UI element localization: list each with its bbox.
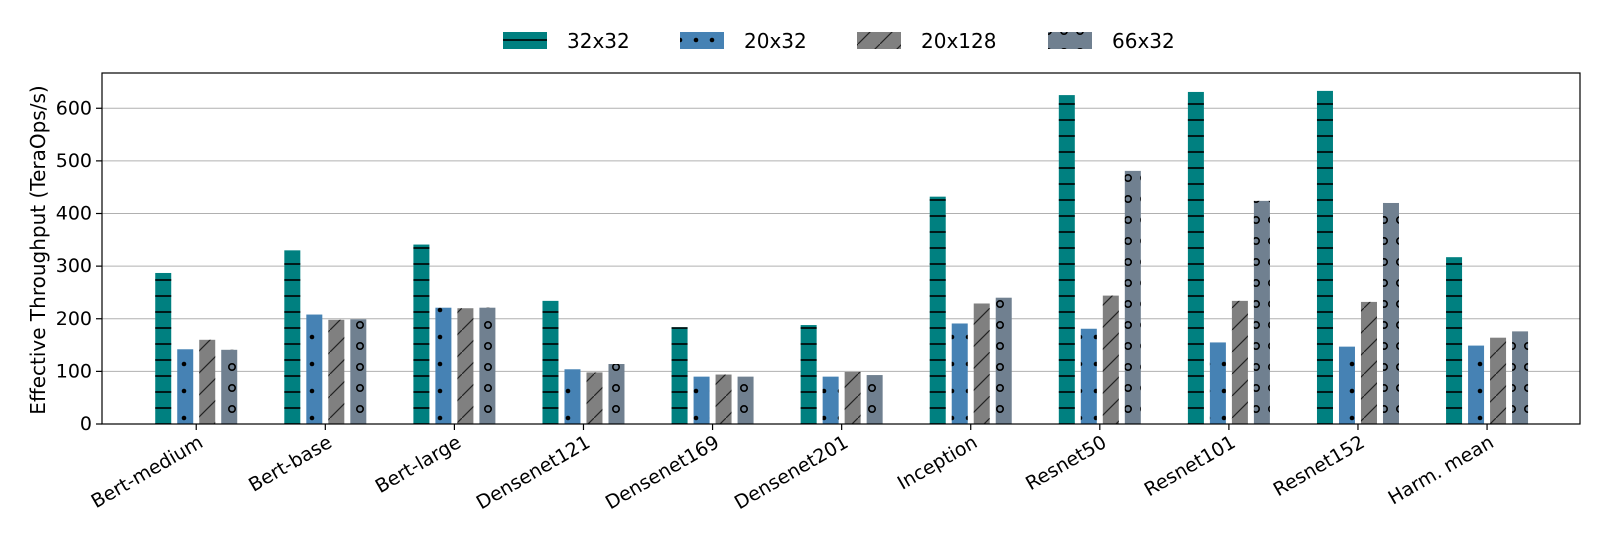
bar-hatch-20x128-bert-base [328, 319, 345, 424]
bar-hatch-20x128-bert-medium [199, 339, 216, 424]
bar-hatch-66x32-inception [995, 297, 1012, 424]
bar-hatch-66x32-bert-medium [221, 349, 238, 424]
bar-hatch-66x32-bert-base [350, 319, 367, 424]
bar-hatch-20x32-bert-base [306, 314, 323, 424]
bar-hatch-32x32-resnet152 [1316, 90, 1333, 424]
gridlines [102, 107, 1580, 372]
x-axis-ticks: Bert-medium Bert-base Bert-large Densenet12… [88, 424, 1498, 514]
y-tick-label: 200 [56, 308, 92, 330]
x-tick-label: Resnet101 [1141, 431, 1240, 501]
bar-hatch-20x32-densenet169 [693, 376, 710, 424]
bar-hatch-20x128-bert-large [457, 308, 474, 424]
bar-hatch-32x32-densenet201 [800, 325, 817, 424]
bar-hatch-32x32-bert-large [413, 244, 430, 424]
y-axis-ticks: 0 100 200 300 400 500 600 [56, 97, 102, 435]
bar-hatch-20x128-resnet50 [1102, 295, 1119, 424]
x-tick-label: Bert-large [372, 431, 465, 498]
legend-label-20x32: 20x32 [744, 29, 807, 53]
x-tick-label: Resnet152 [1270, 431, 1369, 501]
bar-hatch-20x128-harm-mean [1490, 337, 1507, 424]
legend-label-66x32: 66x32 [1112, 29, 1175, 53]
y-tick-label: 400 [56, 203, 92, 225]
bar-hatch-20x32-harm-mean [1468, 345, 1485, 424]
bar-hatch-20x128-densenet169 [715, 374, 732, 424]
bar-hatch-20x128-inception [973, 303, 990, 424]
x-tick-label: Harm. mean [1384, 431, 1497, 509]
bar-hatch-20x32-bert-large [435, 307, 452, 424]
bar-hatch-20x32-densenet201 [822, 376, 839, 424]
bar-hatch-66x32-densenet201 [866, 375, 883, 424]
bar-hatch-20x32-resnet101 [1209, 342, 1226, 424]
bar-hatch-20x32-bert-medium [177, 349, 194, 424]
bar-hatch-20x32-densenet121 [564, 369, 581, 424]
legend-swatch-hatch-20x128 [857, 32, 901, 49]
bar-hatch-32x32-harm-mean [1446, 257, 1463, 424]
x-tick-label: Resnet50 [1022, 431, 1110, 495]
bar-hatch-20x128-densenet121 [586, 372, 603, 424]
legend-swatch-hatch-20x32 [680, 32, 724, 49]
y-axis-title: Effective Throughput (TeraOps/s) [26, 85, 50, 414]
bar-hatch-20x32-inception [951, 323, 968, 424]
x-tick-label: Densenet201 [731, 431, 852, 514]
x-tick-label: Inception [894, 431, 981, 494]
legend: 32x32 20x32 20x128 66x32 [503, 29, 1175, 53]
legend-swatch-hatch-66x32 [1048, 32, 1092, 49]
bar-hatch-66x32-densenet169 [737, 376, 754, 424]
x-tick-label: Densenet121 [473, 431, 594, 514]
bar-hatch-66x32-resnet50 [1124, 170, 1141, 424]
bar-hatch-66x32-resnet152 [1382, 202, 1399, 424]
bar-hatch-20x32-resnet152 [1338, 346, 1355, 424]
bar-hatch-66x32-bert-large [479, 307, 496, 424]
x-tick-label: Bert-base [245, 431, 336, 496]
y-tick-label: 300 [56, 255, 92, 277]
bar-hatch-20x128-resnet152 [1360, 301, 1377, 424]
bar-hatch-20x128-densenet201 [844, 371, 861, 424]
legend-label-20x128: 20x128 [921, 29, 996, 53]
plot-frame [101, 72, 1581, 425]
y-tick-label: 600 [56, 97, 92, 119]
bar-hatch-32x32-inception [929, 196, 946, 424]
y-tick-label: 100 [56, 360, 92, 382]
bar-hatch-32x32-densenet121 [542, 300, 559, 424]
x-tick-label: Densenet169 [602, 431, 723, 514]
bar-hatch-20x128-resnet101 [1231, 300, 1248, 424]
y-tick-label: 500 [56, 150, 92, 172]
bar-hatch-32x32-bert-medium [155, 272, 172, 424]
legend-label-32x32: 32x32 [567, 29, 630, 53]
bar-hatch-32x32-resnet50 [1058, 95, 1075, 424]
bar-hatch-32x32-bert-base [284, 250, 301, 424]
legend-swatch-hatch-32x32 [503, 32, 547, 49]
bar-hatch-66x32-densenet121 [608, 364, 625, 424]
bar-hatch-66x32-resnet101 [1253, 200, 1270, 424]
y-tick-label: 0 [80, 413, 92, 435]
bars [155, 90, 1529, 425]
x-tick-label: Bert-medium [88, 431, 207, 513]
bar-hatch-32x32-densenet169 [671, 327, 688, 424]
bar-hatch-66x32-harm-mean [1512, 331, 1529, 424]
bar-hatch-32x32-resnet101 [1187, 91, 1204, 425]
bar-hatch-20x32-resnet50 [1080, 328, 1097, 424]
